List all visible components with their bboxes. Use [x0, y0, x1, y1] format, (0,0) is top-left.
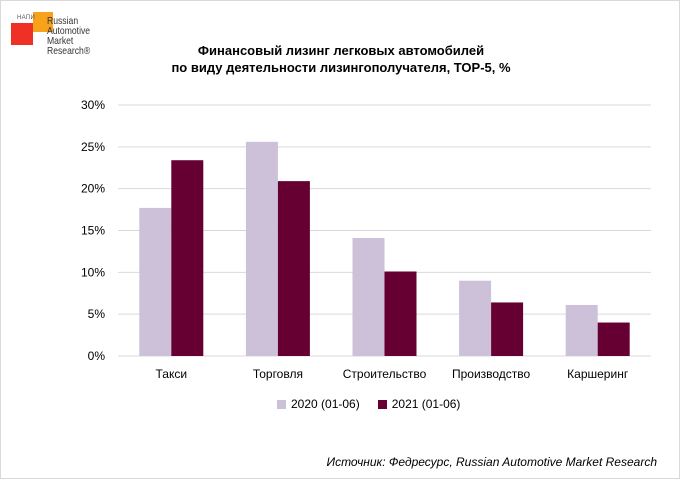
- legend-item-2021: 2021 (01-06): [377, 397, 461, 411]
- bar-2021-3: [491, 302, 524, 356]
- bar-2021-4: [597, 322, 630, 356]
- logo-brand-text: Russian Automotive Market Research®: [47, 15, 91, 57]
- x-category-label: Торговля: [253, 367, 303, 381]
- y-tick-label: 10%: [81, 265, 105, 279]
- y-tick-label: 5%: [88, 307, 106, 321]
- y-tick-label: 25%: [81, 140, 105, 154]
- chart-title-line2: по виду деятельности лизингополучателя, …: [171, 60, 511, 75]
- bar-2021-0: [171, 160, 204, 356]
- legend-label-2021: 2021 (01-06): [391, 397, 461, 411]
- legend: 2020 (01-06) 2021 (01-06): [277, 397, 460, 411]
- bar-2020-2: [352, 238, 385, 356]
- y-tick-label: 15%: [81, 224, 105, 238]
- chart-title-line1: Финансовый лизинг легковых автомобилей: [197, 43, 485, 58]
- x-category-label: Производство: [452, 367, 531, 381]
- x-category-label: Каршеринг: [567, 367, 629, 381]
- company-logo: НАПИ Russian Automotive Market Research®: [9, 9, 99, 69]
- legend-swatch-2020: [277, 399, 286, 409]
- y-tick-label: 0%: [88, 349, 106, 363]
- x-category-label: Строительство: [343, 367, 427, 381]
- bar-2020-4: [565, 304, 598, 356]
- logo-small-text: НАПИ: [17, 15, 36, 21]
- logo-orange-square: [33, 12, 53, 32]
- source-note: Источник: Федресурс, Russian Automotive …: [326, 455, 657, 469]
- bar-2021-1: [277, 181, 310, 356]
- logo-red-square: [11, 23, 33, 45]
- legend-label-2020: 2020 (01-06): [291, 397, 360, 411]
- bar-2021-2: [384, 271, 417, 356]
- x-category-label: Такси: [156, 367, 188, 381]
- bar-2020-3: [459, 280, 492, 356]
- legend-item-2020: 2020 (01-06): [277, 397, 360, 411]
- bar-2020-1: [245, 141, 278, 356]
- y-tick-label: 20%: [81, 182, 105, 196]
- legend-swatch-2021: [377, 399, 387, 409]
- y-tick-label: 30%: [81, 98, 105, 112]
- bar-2020-0: [139, 207, 172, 356]
